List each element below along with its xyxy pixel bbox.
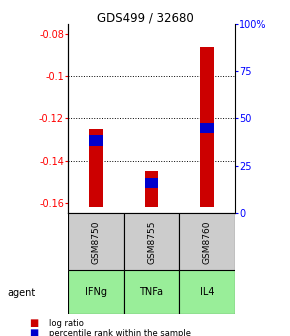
Bar <box>179 270 235 314</box>
Text: ■: ■ <box>29 318 38 328</box>
Text: GSM8755: GSM8755 <box>147 220 156 264</box>
Bar <box>124 213 179 270</box>
Bar <box>200 123 214 133</box>
Text: ■: ■ <box>29 328 38 336</box>
Text: log ratio: log ratio <box>49 319 84 328</box>
Text: GSM8760: GSM8760 <box>203 220 212 264</box>
Text: IFNg: IFNg <box>85 287 107 297</box>
Text: GDS499 / 32680: GDS499 / 32680 <box>97 12 193 25</box>
Bar <box>179 213 235 270</box>
Bar <box>145 177 158 188</box>
Text: agent: agent <box>7 288 35 298</box>
Bar <box>124 270 179 314</box>
Text: GSM8750: GSM8750 <box>91 220 100 264</box>
Bar <box>68 270 124 314</box>
Text: IL4: IL4 <box>200 287 214 297</box>
Text: TNFa: TNFa <box>139 287 164 297</box>
Bar <box>145 171 158 207</box>
Bar <box>200 47 214 207</box>
Text: percentile rank within the sample: percentile rank within the sample <box>49 329 191 336</box>
Bar <box>89 129 103 207</box>
Bar <box>89 135 103 146</box>
Bar <box>68 213 124 270</box>
